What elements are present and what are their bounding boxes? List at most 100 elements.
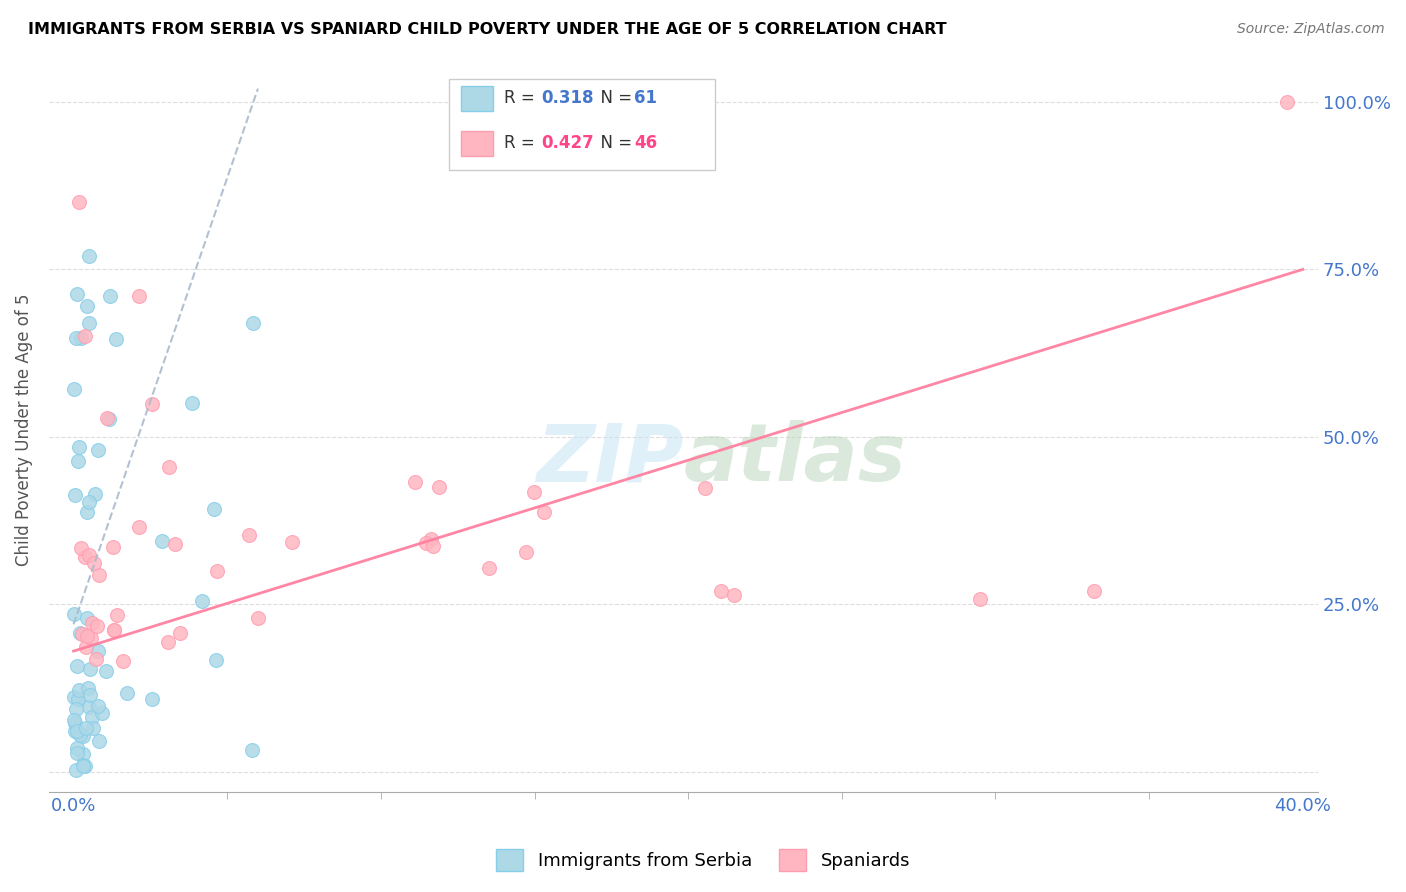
Point xyxy=(523,484,546,499)
Point xyxy=(79,688,101,702)
Point xyxy=(165,537,187,551)
Text: 0.427: 0.427 xyxy=(541,135,595,153)
Point xyxy=(420,533,443,547)
Point xyxy=(62,690,84,704)
Text: R =: R = xyxy=(503,89,540,107)
Point xyxy=(77,249,100,263)
Point xyxy=(427,480,450,494)
Point xyxy=(242,316,264,330)
Point xyxy=(84,651,107,665)
Text: 46: 46 xyxy=(634,135,658,153)
Point xyxy=(62,382,84,396)
Point xyxy=(101,540,124,554)
Point xyxy=(87,699,110,714)
Point xyxy=(105,607,128,622)
Text: Source: ZipAtlas.com: Source: ZipAtlas.com xyxy=(1237,22,1385,37)
Point xyxy=(76,681,98,696)
FancyBboxPatch shape xyxy=(449,79,716,169)
Point xyxy=(69,331,91,345)
Point xyxy=(73,329,96,343)
Point xyxy=(77,316,100,330)
Point xyxy=(72,747,94,762)
Point xyxy=(128,520,150,534)
Point xyxy=(128,289,150,303)
Point xyxy=(1083,584,1105,599)
Point xyxy=(76,629,98,643)
Point xyxy=(63,713,86,727)
Y-axis label: Child Poverty Under the Age of 5: Child Poverty Under the Age of 5 xyxy=(15,293,32,566)
Point xyxy=(70,541,93,556)
Point xyxy=(515,545,537,559)
Point xyxy=(111,654,134,668)
Point xyxy=(70,627,93,641)
FancyBboxPatch shape xyxy=(461,131,494,156)
Point xyxy=(69,728,91,742)
Point xyxy=(157,460,180,475)
Point xyxy=(77,548,100,562)
Point xyxy=(83,556,105,570)
Point xyxy=(87,568,110,582)
Point xyxy=(66,659,89,673)
Point xyxy=(190,594,212,608)
Point xyxy=(73,759,96,773)
Legend: Immigrants from Serbia, Spaniards: Immigrants from Serbia, Spaniards xyxy=(489,842,917,879)
Point xyxy=(77,700,100,714)
Point xyxy=(65,702,87,716)
Point xyxy=(72,759,94,773)
Point xyxy=(238,527,260,541)
Point xyxy=(115,686,138,700)
Text: ZIP: ZIP xyxy=(536,420,683,498)
Point xyxy=(103,624,125,638)
Point xyxy=(87,644,110,658)
Text: 0.318: 0.318 xyxy=(541,89,595,107)
Point xyxy=(66,746,89,760)
Point xyxy=(67,195,90,210)
Point xyxy=(98,289,121,303)
Point xyxy=(404,475,426,489)
Point xyxy=(156,635,179,649)
Point xyxy=(150,533,173,548)
Point xyxy=(65,331,87,345)
Point xyxy=(87,734,110,748)
Point xyxy=(86,619,108,633)
Point xyxy=(80,631,103,645)
Point xyxy=(67,692,90,706)
Point xyxy=(75,640,97,655)
Point xyxy=(105,333,128,347)
Text: N =: N = xyxy=(591,89,637,107)
Point xyxy=(75,550,97,565)
Text: atlas: atlas xyxy=(683,420,907,498)
Point xyxy=(69,625,91,640)
Point xyxy=(75,721,97,735)
Point xyxy=(91,706,114,721)
Point xyxy=(969,592,991,607)
Point xyxy=(205,653,228,667)
Point xyxy=(67,682,90,697)
Point xyxy=(533,505,555,519)
Point xyxy=(478,560,501,574)
Point xyxy=(76,505,98,519)
Point xyxy=(63,607,86,621)
Point xyxy=(422,539,444,553)
Point xyxy=(181,396,204,410)
Text: R =: R = xyxy=(503,135,540,153)
Point xyxy=(87,443,110,458)
Point xyxy=(80,615,103,630)
Point xyxy=(169,626,191,640)
Text: N =: N = xyxy=(591,135,637,153)
Point xyxy=(207,564,229,578)
Point xyxy=(1277,95,1299,109)
Point xyxy=(82,710,104,724)
Point xyxy=(65,724,87,739)
Point xyxy=(240,743,263,757)
Point xyxy=(83,487,105,501)
Point xyxy=(82,722,104,736)
Point xyxy=(723,588,745,602)
Point xyxy=(72,758,94,772)
Point xyxy=(72,730,94,744)
Point xyxy=(141,691,163,706)
Point xyxy=(76,610,98,624)
Point xyxy=(695,481,717,495)
Point xyxy=(415,536,437,550)
Point xyxy=(63,488,86,502)
